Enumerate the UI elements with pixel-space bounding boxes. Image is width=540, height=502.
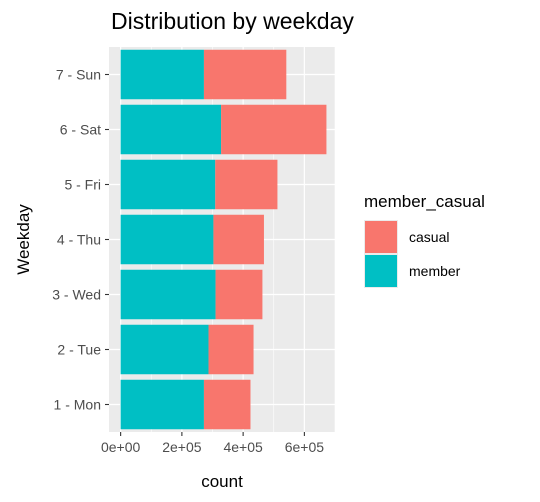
legend-swatch-member (365, 255, 397, 287)
legend-label-casual: casual (409, 229, 450, 245)
bar-casual (203, 379, 251, 430)
legend-title: member_casual (364, 192, 485, 211)
bar-casual (215, 269, 263, 320)
y-tick-label: 3 - Wed (52, 287, 101, 303)
bar-casual (208, 324, 254, 375)
y-tick-label: 7 - Sun (56, 67, 101, 83)
x-tick-label: 6e+05 (285, 439, 325, 455)
y-tick-label: 5 - Fri (64, 177, 101, 193)
y-tick-label: 1 - Mon (54, 397, 101, 413)
axes: 0e+00 2e+05 4e+05 6e+05 1 - Mon 2 - Tue 3 - We… (52, 67, 324, 456)
bar-casual (213, 214, 264, 265)
y-tick-label: 2 - Tue (57, 342, 101, 358)
chart-title: Distribution by weekday (111, 8, 354, 34)
x-axis-label: count (201, 472, 243, 491)
legend-swatch-casual (365, 221, 397, 253)
bar-member (120, 324, 209, 375)
legend-label-member: member (409, 263, 461, 279)
x-tick-label: 2e+05 (162, 439, 202, 455)
x-tick-label: 4e+05 (223, 439, 263, 455)
legend-item-casual: casual (364, 220, 485, 254)
bar-member (120, 104, 222, 155)
bar-member (120, 49, 204, 100)
y-tick-label: 6 - Sat (60, 122, 101, 138)
x-tick-label: 0e+00 (101, 439, 141, 455)
y-tick-label: 4 - Thu (57, 232, 101, 248)
bar-casual (203, 49, 287, 100)
bar-member (120, 214, 214, 265)
bar-casual (215, 159, 278, 210)
legend-key-member (364, 254, 398, 288)
legend-key-casual (364, 220, 398, 254)
bar-casual (221, 104, 327, 155)
bars (120, 49, 327, 430)
legend: member_casual casual member (364, 192, 485, 288)
bar-member (120, 269, 216, 320)
bar-member (120, 159, 216, 210)
bar-member (120, 379, 204, 430)
y-axis-label: Weekday (14, 204, 33, 275)
legend-item-member: member (364, 254, 485, 288)
